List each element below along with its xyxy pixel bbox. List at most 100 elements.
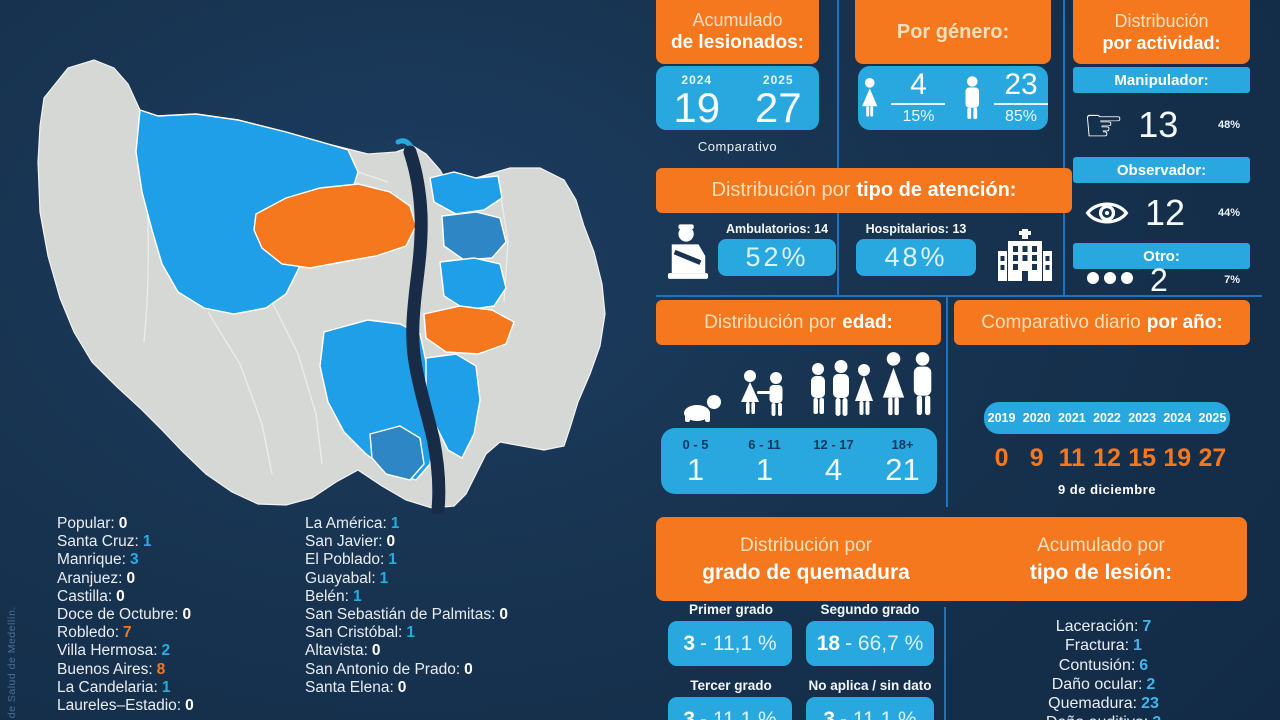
daily-values-row: 0 9 11 12 15 19 27 [984,444,1230,473]
comuna-label: San Javier: [305,533,383,551]
divider-vertical-2 [1063,0,1065,296]
age-title-bold: edad: [842,311,893,333]
accumulated-header: Acumulado de lesionados: [656,0,819,64]
attention-title-bold: tipo de atención: [856,179,1017,201]
ambulatory-label: Ambulatorios: 14 [725,222,829,236]
burn-label-tercer: Tercer grado [690,678,772,693]
daily-date-caption: 9 de diciembre [1057,482,1157,497]
year-2022: 2022 [1093,411,1121,425]
list-item: San Sebastián de Palmitas: 0 [305,606,605,624]
lesion-value: 7 [1142,618,1152,635]
comuna-label: Santa Elena: [305,678,394,696]
lesion-label: Quemadura: [1048,695,1138,713]
comuna-label: Popular: [57,515,115,532]
comuna-label: San Antonio de Prado: [305,660,461,678]
list-item: Laureles–Estadio: 0 [57,697,302,715]
burn-label-segundo: Segundo grado [820,602,920,617]
list-item: San Cristóbal: 1 [305,624,605,642]
burn-value: 3 [823,707,836,720]
strip-label: Manipulador: [1114,71,1209,89]
hospital-pct-box: 48% [856,239,976,276]
daily-years-pill: 2019 2020 2021 2022 2023 2024 2025 [984,402,1230,434]
activity-title-line1: Distribución [1114,10,1209,31]
burn-title-line2: grado de quemadura [702,560,910,584]
age-range: 0 - 5 [682,437,709,452]
age-range: 18+ [891,437,914,452]
list-item: Villa Hermosa: 2 [57,642,302,660]
lesion-label: Daño ocular: [1051,675,1143,693]
lesion-item: Daño auditivo: 2 [960,713,1247,720]
age-group: 12 - 17 4 [799,428,868,494]
accumulated-value-2025: 27 [754,84,802,131]
comuna-label: Belén: [305,587,349,605]
age-value: 1 [755,452,774,487]
comuna-label: Doce de Octubre: [57,606,179,624]
stat-rule [994,103,1048,105]
comuna-value: 0 [397,678,407,696]
lesion-value: 1 [1133,637,1142,655]
medellin-comunas-map [37,59,606,514]
daily-value-2024: 19 [1163,444,1192,472]
injured-person-icon [667,224,709,279]
comuna-label: Buenos Aires: [57,660,153,678]
gender-values-box: 4 15% 23 85% [858,66,1048,130]
otro-pct: 7% [1224,274,1240,286]
lesion-item: Contusión: 6 [960,656,1247,675]
female-count: 4 [910,68,927,101]
comuna-value: 1 [142,533,152,551]
male-icon [965,76,980,120]
female-pct: 15% [902,108,935,125]
daily-title-bold: por año: [1146,311,1223,333]
lesion-label: Fractura: [1065,637,1130,655]
year-2024: 2024 [1163,411,1192,425]
gender-title: Por género: [896,20,1010,43]
attention-header: Distribución por tipo de atención: [656,168,1072,213]
manipulador-pct: 48% [1217,119,1240,131]
year-label-2025: 2025 [762,73,794,87]
age-values-box: 0 - 5 1 6 - 11 1 12 - 17 4 18+ 21 [661,428,937,494]
map-orange-regions [253,183,515,355]
burn-label-noaplica: No aplica / sin dato [808,678,932,693]
daily-value-2021: 11 [1058,444,1086,472]
comuna-value: 0 [499,606,509,624]
list-item: Belén: 1 [305,588,605,606]
year-2021: 2021 [1057,411,1086,425]
list-item: El Poblado: 1 [305,551,605,569]
list-item: Doce de Octubre: 0 [57,606,302,624]
observador-pct: 44% [1217,207,1240,219]
burn-box-segundo: 18- 66,7 % [806,621,934,666]
list-item: San Antonio de Prado: 0 [305,661,605,679]
male-pct: 85% [1004,108,1038,125]
bottom-band: Distribución por grado de quemadura Acum… [656,517,1247,601]
children-icon [741,370,783,416]
age-group: 0 - 5 1 [661,428,730,494]
comuna-value: 0 [386,533,396,551]
year-2023: 2023 [1128,411,1157,425]
lesion-item: Laceración: 7 [960,617,1247,636]
comuna-value: 7 [123,624,132,642]
otro-count: 2 [1150,262,1168,298]
lesion-title: Acumulado por tipo de lesión: [961,533,1241,587]
comuna-label: Manrique: [57,551,126,569]
pointing-hand-icon: ☞ [1083,98,1125,152]
lesion-item: Daño ocular: 2 [960,675,1247,694]
activity-label-observador: Observador: [1073,157,1250,183]
lesion-title-line2: tipo de lesión: [1029,560,1173,584]
list-item: Castilla: 0 [57,588,302,606]
comuna-value: 1 [161,678,171,696]
year-2019: 2019 [987,411,1016,425]
adults-icon [882,352,932,416]
year-label-2024: 2024 [681,73,713,87]
stat-rule [891,103,946,105]
comuna-label: Aranjuez: [57,569,123,587]
lesion-value: 23 [1141,695,1159,713]
lesion-item: Quemadura: 23 [960,694,1247,713]
comuna-label: Guayabal: [305,569,376,587]
age-group: 18+ 21 [868,428,937,494]
attention-title-regular: Distribución por [711,179,851,201]
attribution-text: a de Salud de Medellín. [6,606,18,720]
comuna-label: Laureles–Estadio: [57,697,182,715]
burn-box-noaplica: 3 - 11,1 % [806,697,934,720]
divider-vertical-4 [944,607,946,720]
